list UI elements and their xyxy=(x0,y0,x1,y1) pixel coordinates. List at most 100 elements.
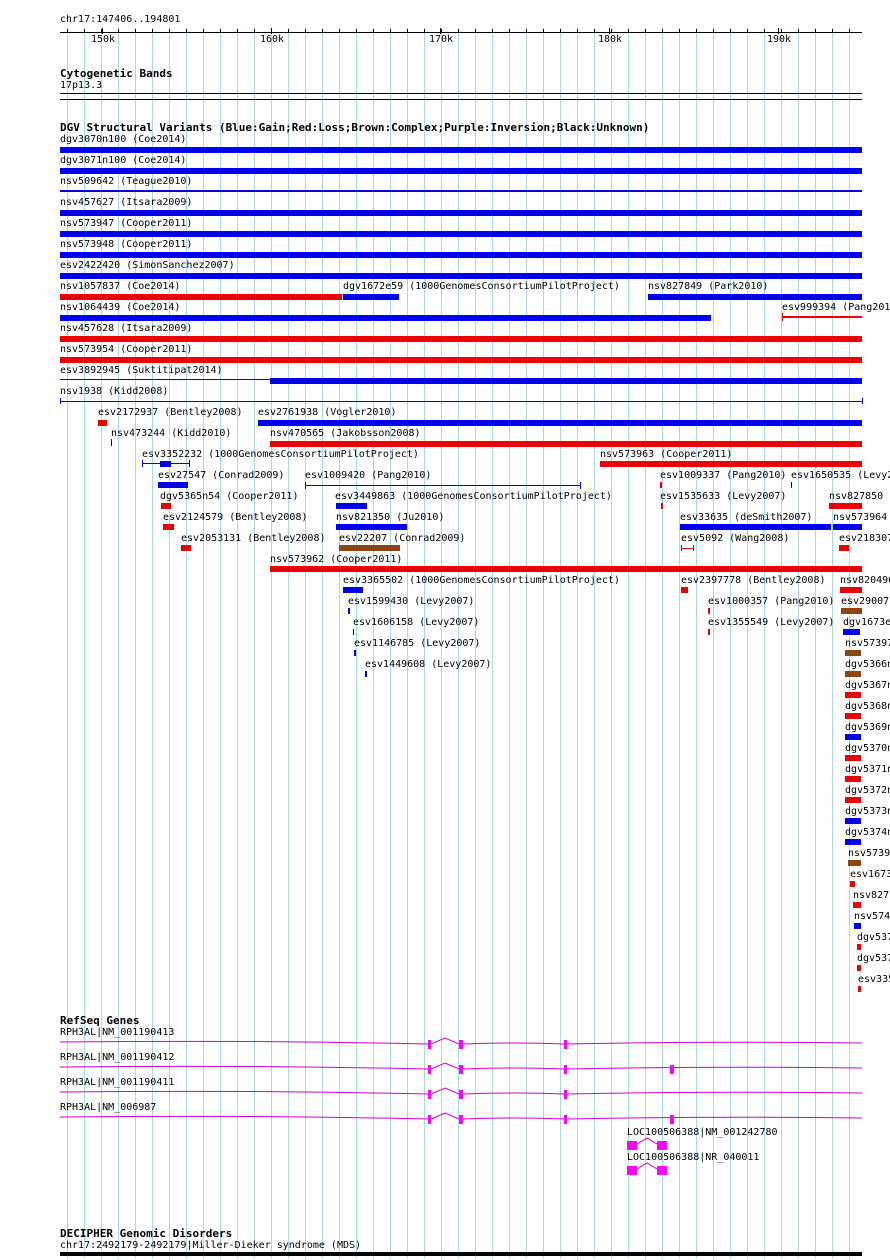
decipher-item-label[interactable]: chr17:2492179-2492179|Miller-Dieker synd… xyxy=(60,1240,362,1251)
variant-label[interactable]: dgv537 xyxy=(857,932,890,943)
variant-label[interactable]: esv2761938 (Vogler2010) xyxy=(258,407,397,418)
variant-bar[interactable] xyxy=(60,210,862,216)
variant-bar[interactable] xyxy=(60,231,862,237)
variant-label[interactable]: dgv5370n xyxy=(845,743,890,754)
variant-bar[interactable] xyxy=(845,734,861,740)
variant-label[interactable]: esv1000357 (Pang2010) xyxy=(708,596,835,607)
gene-label[interactable]: RPH3AL|NM_001190411 xyxy=(60,1077,175,1088)
variant-label[interactable]: nsv827850 xyxy=(829,491,884,502)
variant-bar[interactable] xyxy=(354,650,356,656)
variant-label[interactable]: dgv5365n54 (Cooper2011) xyxy=(160,491,299,502)
variant-label[interactable]: nsv1064439 (Coe2014) xyxy=(60,302,181,313)
variant-bar[interactable] xyxy=(853,902,861,908)
variant-label[interactable]: esv999394 (Pang201 xyxy=(782,302,890,313)
variant-bar[interactable] xyxy=(681,548,693,549)
variant-label[interactable]: nsv820496 xyxy=(840,575,890,586)
gene-exon[interactable] xyxy=(670,1065,674,1074)
variant-label[interactable]: dgv5371n xyxy=(845,764,890,775)
gene-exon[interactable] xyxy=(459,1115,463,1124)
variant-bar[interactable] xyxy=(845,839,861,845)
variant-bar[interactable] xyxy=(845,797,861,803)
variant-bar[interactable] xyxy=(833,524,862,530)
variant-bar[interactable] xyxy=(843,629,860,635)
variant-bar[interactable] xyxy=(708,629,710,635)
variant-label[interactable]: dgv1673e xyxy=(843,617,890,628)
gene-exon[interactable] xyxy=(627,1141,637,1150)
variant-label[interactable]: nsv827849 (Park2010) xyxy=(648,281,769,292)
variant-label[interactable]: esv22207 (Conrad2009) xyxy=(339,533,466,544)
variant-label[interactable]: nsv573962 (Cooper2011) xyxy=(270,554,403,565)
gene-label[interactable]: RPH3AL|NM_001190413 xyxy=(60,1027,175,1038)
variant-bar[interactable] xyxy=(353,629,354,635)
variant-label[interactable]: nsv573947 (Cooper2011) xyxy=(60,218,193,229)
variant-bar[interactable] xyxy=(336,524,407,530)
variant-bar[interactable] xyxy=(857,965,861,971)
variant-label[interactable]: esv2124579 (Bentley2008) xyxy=(163,512,308,523)
variant-bar[interactable] xyxy=(60,401,862,402)
variant-label[interactable]: dgv5368n xyxy=(845,701,890,712)
variant-bar[interactable] xyxy=(60,315,711,321)
variant-bar[interactable] xyxy=(648,294,862,300)
variant-bar[interactable] xyxy=(98,420,107,426)
variant-label[interactable]: nsv470565 (Jakobsson2008) xyxy=(270,428,421,439)
variant-label[interactable]: esv335 xyxy=(858,974,890,985)
gene-label[interactable]: RPH3AL|NM_001190412 xyxy=(60,1052,175,1063)
variant-bar[interactable] xyxy=(161,503,171,509)
variant-label[interactable]: nsv574 xyxy=(854,911,890,922)
gene-exon[interactable] xyxy=(564,1065,567,1074)
gene-exon[interactable] xyxy=(459,1065,463,1074)
variant-label[interactable]: dgv3071n100 (Coe2014) xyxy=(60,155,187,166)
variant-bar[interactable] xyxy=(840,587,862,593)
variant-label[interactable]: nsv457627 (Itsara2009) xyxy=(60,197,193,208)
variant-bar[interactable] xyxy=(845,692,861,698)
variant-label[interactable]: esv1449608 (Levy2007) xyxy=(365,659,492,670)
gene-exon[interactable] xyxy=(564,1040,567,1049)
variant-bar[interactable] xyxy=(839,545,848,551)
variant-bar[interactable] xyxy=(60,190,862,192)
gene-exon[interactable] xyxy=(627,1166,637,1175)
gene-exon[interactable] xyxy=(564,1115,567,1124)
variant-bar[interactable] xyxy=(708,608,710,614)
variant-label[interactable]: nsv573963 (Cooper2011) xyxy=(600,449,733,460)
variant-label[interactable]: nsv509642 (Teague2010) xyxy=(60,176,193,187)
variant-label[interactable]: nsv5739 xyxy=(848,848,890,859)
variant-bar[interactable] xyxy=(858,986,861,992)
variant-bar[interactable] xyxy=(339,545,400,551)
variant-label[interactable]: esv2397778 (Bentley2008) xyxy=(681,575,826,586)
gene-exon[interactable] xyxy=(564,1090,567,1099)
variant-bar[interactable] xyxy=(600,461,862,467)
gene-exon[interactable] xyxy=(428,1040,431,1049)
variant-label[interactable]: esv1599430 (Levy2007) xyxy=(348,596,475,607)
variant-label[interactable]: nsv573964 xyxy=(833,512,888,523)
variant-bar[interactable] xyxy=(60,273,862,279)
variant-bar[interactable] xyxy=(336,503,367,509)
gene-exon[interactable] xyxy=(428,1065,431,1074)
variant-label[interactable]: nsv473244 (Kidd2010) xyxy=(111,428,232,439)
variant-label[interactable]: nsv827 xyxy=(853,890,890,901)
variant-label[interactable]: esv218307 xyxy=(839,533,890,544)
variant-bar[interactable] xyxy=(258,420,862,426)
variant-label[interactable]: dgv5369n xyxy=(845,722,890,733)
variant-bar[interactable] xyxy=(845,650,861,656)
variant-label[interactable]: esv1535633 (Levy2007) xyxy=(660,491,787,502)
variant-label[interactable]: esv3892945 (Suktitipat2014) xyxy=(60,365,223,376)
variant-bar[interactable] xyxy=(343,587,363,593)
variant-bar[interactable] xyxy=(60,294,342,300)
variant-bar[interactable] xyxy=(158,482,188,488)
variant-label[interactable]: esv3365502 (1000GenomesConsortiumPilotPr… xyxy=(343,575,620,586)
variant-label[interactable]: esv1673 xyxy=(850,869,890,880)
variant-label[interactable]: esv2053131 (Bentley2008) xyxy=(181,533,326,544)
variant-bar[interactable] xyxy=(829,503,862,509)
variant-bar[interactable] xyxy=(845,818,861,824)
variant-label[interactable]: dgv5366n xyxy=(845,659,890,670)
variant-label[interactable]: dgv3070n100 (Coe2014) xyxy=(60,134,187,145)
gene-exon[interactable] xyxy=(428,1115,431,1124)
variant-bar[interactable] xyxy=(845,755,861,761)
variant-label[interactable]: esv3352232 (1000GenomesConsortiumPilotPr… xyxy=(142,449,419,460)
variant-bar[interactable] xyxy=(60,357,862,363)
variant-label[interactable]: esv5092 (Wang2008) xyxy=(681,533,790,544)
variant-bar[interactable] xyxy=(181,545,191,551)
variant-bar[interactable] xyxy=(270,378,862,384)
variant-bar[interactable] xyxy=(660,482,662,488)
variant-label[interactable]: dgv1672e59 (1000GenomesConsortiumPilotPr… xyxy=(343,281,620,292)
